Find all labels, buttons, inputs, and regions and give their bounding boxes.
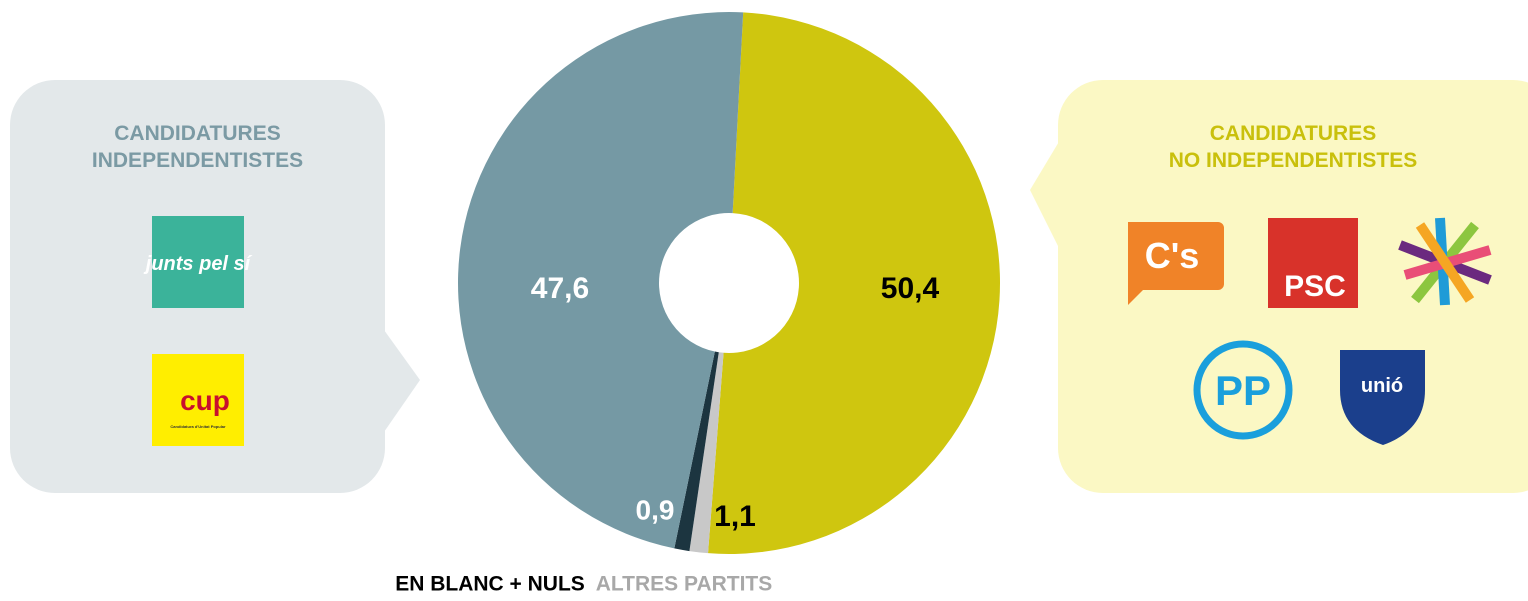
logo-cs: C's [1128, 222, 1224, 305]
logo-csqp [1398, 217, 1492, 306]
legend-label: ALTRES PARTITS [596, 573, 773, 596]
group-title: CANDIDATURES NO INDEPENDENTISTES [1168, 122, 1418, 172]
legend-label: EN BLANC + NULS [395, 573, 585, 596]
logo-unio: unió [1340, 350, 1425, 445]
logo-cup: cup Candidatura d'Unitat Popular [152, 354, 244, 446]
logo-text: C's [1145, 235, 1200, 276]
logo-pp: PP [1193, 340, 1293, 440]
data-label: 1,1 [714, 500, 756, 533]
pie-slice [458, 12, 744, 549]
group-title: CANDIDATURES INDEPENDENTISTES [91, 122, 304, 172]
logo-text: Candidatura d'Unitat Popular [170, 424, 226, 429]
logo-text: unió [1361, 375, 1403, 397]
pie-slice [674, 351, 719, 552]
logo-text: junts pel sí [143, 253, 253, 275]
logo-psc: PSC [1268, 218, 1358, 308]
logo-text: PP [1215, 367, 1271, 414]
logo-text: cup [180, 385, 230, 416]
data-label: 50,4 [881, 272, 940, 305]
logo-junts: junts pel sí [143, 216, 253, 308]
pie-slice [689, 352, 724, 554]
data-label: 47,6 [531, 272, 589, 305]
data-label: 0,9 [636, 494, 675, 525]
logo-text: PSC [1284, 270, 1346, 303]
pie-slice [708, 12, 1001, 555]
